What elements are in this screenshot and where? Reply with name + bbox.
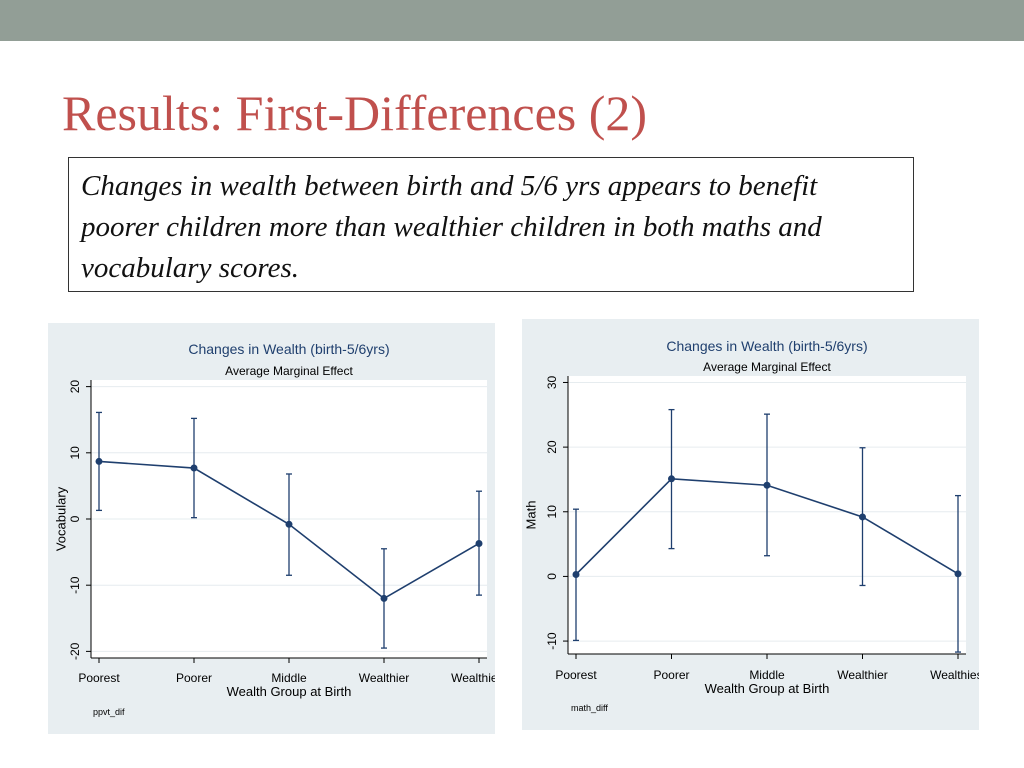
data-point <box>285 520 293 528</box>
x-tick-label: Wealthier <box>359 671 409 685</box>
data-point <box>859 513 866 521</box>
x-tick-label: Poorer <box>176 671 212 685</box>
x-tick-label: Middle <box>271 671 307 685</box>
y-tick-label: 30 <box>545 375 559 389</box>
vocabulary-chart: Changes in Wealth (birth-5/6yrs) Average … <box>48 323 495 734</box>
data-point <box>763 481 771 489</box>
data-point <box>190 464 198 472</box>
chart-subtitle: Average Marginal Effect <box>225 364 353 378</box>
data-point <box>95 457 103 465</box>
x-axis-label: Wealth Group at Birth <box>705 681 830 696</box>
y-tick-label: 0 <box>68 515 82 522</box>
math-chart-svg: Changes in Wealth (birth-5/6yrs) Average … <box>524 338 980 713</box>
chart-note: math_diff <box>571 703 608 713</box>
y-tick-label: 0 <box>545 573 559 580</box>
math-chart: Changes in Wealth (birth-5/6yrs) Average … <box>522 319 979 730</box>
x-tick-label: Middle <box>749 668 785 682</box>
y-tick-label: 10 <box>545 505 559 519</box>
slide-title: Results: First-Differences (2) <box>62 85 648 141</box>
x-axis-label: Wealth Group at Birth <box>227 684 352 699</box>
y-tick-label: -20 <box>68 642 82 660</box>
data-point <box>475 539 483 547</box>
x-tick-label: Wealthiest <box>930 668 979 682</box>
y-tick-label: -10 <box>545 632 559 650</box>
top-banner <box>0 0 1024 41</box>
data-point <box>668 475 675 483</box>
x-tick-label: Wealthiest <box>451 671 495 685</box>
y-tick-label: 10 <box>68 446 82 460</box>
chart-subtitle: Average Marginal Effect <box>703 360 831 374</box>
y-axis-label: Math <box>524 501 539 530</box>
data-point <box>572 570 580 578</box>
x-tick-label: Poorest <box>78 671 120 685</box>
chart-note: ppvt_dif <box>93 707 125 717</box>
x-tick-label: Poorest <box>555 668 597 682</box>
chart-title: Changes in Wealth (birth-5/6yrs) <box>666 338 867 354</box>
data-point <box>380 594 388 602</box>
x-tick-label: Wealthier <box>837 668 887 682</box>
data-point <box>954 570 962 578</box>
callout-box: Changes in wealth between birth and 5/6 … <box>68 157 914 292</box>
vocabulary-chart-svg: Changes in Wealth (birth-5/6yrs) Average … <box>54 341 496 717</box>
x-tick-label: Poorer <box>653 668 689 682</box>
y-tick-label: -10 <box>68 576 82 594</box>
chart-title: Changes in Wealth (birth-5/6yrs) <box>188 341 389 357</box>
y-axis-label: Vocabulary <box>54 486 69 551</box>
y-tick-label: 20 <box>545 440 559 454</box>
y-tick-label: 20 <box>68 380 82 394</box>
